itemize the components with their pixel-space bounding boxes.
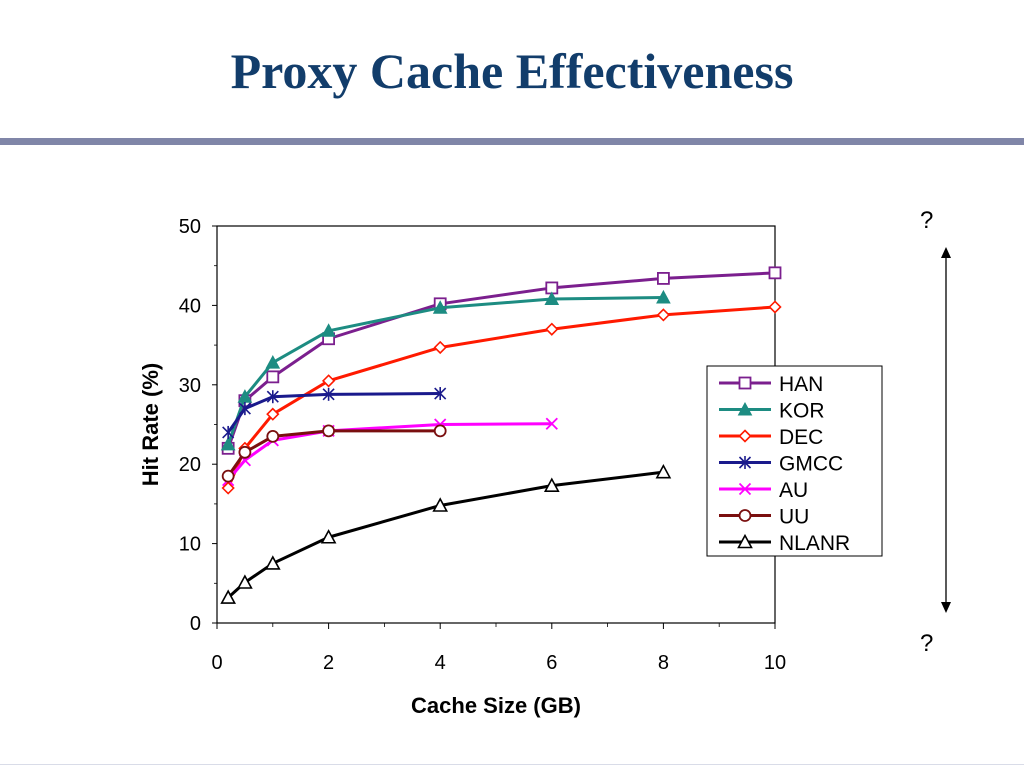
data-point-gmcc [322, 387, 335, 401]
range-arrow-head-up [941, 247, 951, 258]
legend-entry-nlanr: NLANR [719, 532, 850, 555]
slide-title: Proxy Cache Effectiveness [230, 43, 794, 99]
legend-label-kor: KOR [779, 400, 825, 423]
x-tick-label: 10 [764, 652, 786, 674]
range-arrow-head-down [941, 602, 951, 613]
legend-marker-han [738, 376, 752, 390]
y-tick-label: 40 [179, 295, 201, 317]
y-tick-label: 10 [179, 534, 201, 556]
legend-label-au: AU [779, 479, 808, 502]
data-point-uu [322, 424, 336, 438]
data-point-kor [656, 289, 671, 304]
legend-marker-uu [738, 509, 752, 522]
x-tick-label: 8 [658, 652, 669, 674]
data-point-dec [221, 481, 235, 495]
data-point-nlanr [432, 497, 449, 512]
series-kor [220, 289, 671, 451]
data-point-dec [768, 300, 782, 314]
data-point-gmcc [222, 425, 235, 439]
data-point-dec [321, 374, 336, 388]
data-point-kor [544, 291, 560, 306]
series-line-dec [226, 305, 776, 489]
x-tick-label: 0 [211, 652, 222, 674]
data-point-gmcc [238, 402, 251, 416]
legend-marker-nlanr [737, 533, 753, 549]
legend-marker-kor [737, 401, 753, 416]
data-point-kor [432, 300, 448, 314]
data-point-dec [433, 340, 447, 355]
data-point-nlanr [220, 589, 237, 604]
y-axis-label: Hit Rate (%) [138, 363, 163, 486]
y-tick-label: 50 [179, 216, 201, 238]
data-point-nlanr [543, 477, 560, 492]
data-point-gmcc [434, 387, 447, 401]
title-divider [0, 138, 1024, 145]
legend-entry-gmcc: GMCC [719, 453, 843, 476]
x-tick-label: 4 [435, 652, 446, 674]
series-uu [221, 424, 447, 483]
data-point-nlanr [655, 463, 672, 479]
legend-marker-gmcc [738, 456, 752, 469]
data-point-kor [321, 323, 336, 337]
data-point-nlanr [320, 529, 337, 544]
data-point-han [266, 370, 280, 384]
x-marker-stroke [738, 482, 752, 496]
legend-label-gmcc: GMCC [779, 453, 843, 476]
legend-label-han: HAN [779, 373, 823, 396]
series-dec [221, 300, 782, 495]
data-point-dec [545, 322, 559, 336]
data-point-au [545, 417, 558, 430]
data-point-han [768, 266, 782, 280]
data-point-uu [238, 445, 252, 459]
x-tick-label: 6 [546, 652, 557, 674]
legend-label-uu: UU [779, 506, 809, 529]
data-point-kor [220, 436, 236, 451]
series-nlanr [220, 463, 672, 604]
legend-entry-kor: KOR [719, 400, 825, 423]
x-axis-label: Cache Size (GB) [411, 693, 581, 718]
legend-entry-au: AU [719, 479, 808, 502]
legend-label-nlanr: NLANR [779, 532, 850, 555]
y-tick-label: 30 [179, 375, 201, 397]
data-point-uu [221, 469, 235, 483]
x-tick-label: 2 [323, 652, 334, 674]
data-point-nlanr [264, 555, 281, 570]
y-tick-label: 20 [179, 454, 201, 476]
lower-question-mark: ? [920, 630, 934, 657]
legend-entry-uu: UU [719, 506, 809, 529]
data-point-han [657, 272, 670, 285]
data-point-dec [656, 308, 671, 322]
data-point-nlanr [237, 574, 253, 589]
bottom-divider [0, 764, 1024, 765]
data-point-kor [265, 355, 281, 369]
series-gmcc [222, 387, 447, 439]
data-point-gmcc [266, 390, 279, 404]
upper-question-mark: ? [920, 207, 934, 234]
data-point-uu [266, 430, 280, 443]
data-point-uu [433, 424, 447, 438]
data-point-dec [266, 407, 280, 421]
legend-marker-au [738, 482, 752, 496]
legend-entry-han: HAN [719, 373, 823, 396]
legend-label-dec: DEC [779, 426, 823, 449]
legend-entry-dec: DEC [719, 426, 823, 449]
x-marker-stroke [545, 417, 558, 430]
y-tick-label: 0 [190, 613, 201, 635]
legend-marker-dec [738, 429, 752, 443]
